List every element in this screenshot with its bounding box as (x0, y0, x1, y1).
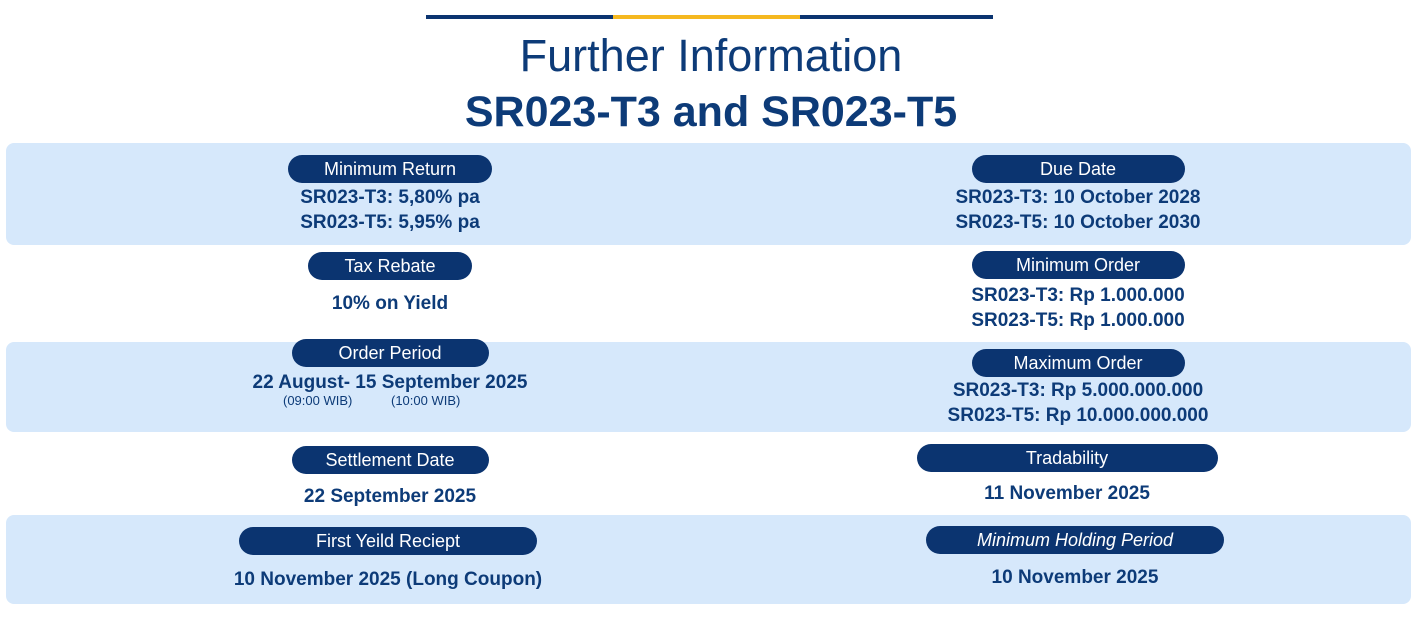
order-period-end-time: (10:00 WIB) (391, 393, 461, 408)
tradability-block: Tradability 11 November 2025 (867, 444, 1267, 506)
tax-rebate-block: Tax Rebate 10% on Yield (190, 252, 590, 316)
settlement-date-label: Settlement Date (291, 446, 489, 474)
page-subtitle: SR023-T3 and SR023-T5 (464, 88, 958, 136)
first-yield-receipt-value: 10 November 2025 (Long Coupon) (233, 569, 543, 590)
first-yield-receipt-label: First Yeild Reciept (239, 527, 537, 555)
tax-rebate-value: 10% on Yield (331, 293, 449, 314)
minimum-holding-period-label: Minimum Holding Period (926, 526, 1224, 554)
accent-bar-center (613, 15, 800, 19)
due-date-t3: SR023-T3: 10 October 2028 (955, 187, 1201, 208)
order-period-block: Order Period 22 August- 15 September 202… (190, 339, 590, 411)
minimum-holding-period-value: 10 November 2025 (991, 567, 1159, 588)
page-title: Further Information (519, 30, 903, 81)
maximum-order-t5: SR023-T5: Rp 10.000.000.000 (947, 405, 1209, 426)
minimum-order-t3: SR023-T3: Rp 1.000.000 (971, 285, 1185, 306)
minimum-holding-period-block: Minimum Holding Period 10 November 2025 (875, 526, 1275, 590)
order-period-times: (09:00 WIB) (10:00 WIB) (190, 393, 590, 411)
order-period-start-time: (09:00 WIB) (283, 393, 353, 408)
header-accent-bar (426, 15, 993, 19)
settlement-date-value: 22 September 2025 (303, 486, 477, 507)
due-date-t5: SR023-T5: 10 October 2030 (955, 212, 1201, 233)
tradability-label: Tradability (916, 444, 1218, 472)
minimum-return-t5: SR023-T5: 5,95% pa (300, 212, 480, 233)
minimum-return-label: Minimum Return (288, 155, 492, 183)
settlement-date-block: Settlement Date 22 September 2025 (190, 446, 590, 509)
accent-bar-left (426, 15, 613, 19)
minimum-order-t5: SR023-T5: Rp 1.000.000 (971, 310, 1185, 331)
due-date-block: Due Date SR023-T3: 10 October 2028 SR023… (878, 155, 1278, 235)
maximum-order-t3: SR023-T3: Rp 5.000.000.000 (952, 380, 1204, 401)
due-date-label: Due Date (971, 155, 1185, 183)
order-period-label: Order Period (291, 339, 489, 367)
tradability-value: 11 November 2025 (984, 483, 1150, 504)
first-yield-receipt-block: First Yeild Reciept 10 November 2025 (Lo… (188, 527, 588, 592)
minimum-return-t3: SR023-T3: 5,80% pa (300, 187, 480, 208)
maximum-order-label: Maximum Order (971, 349, 1185, 377)
accent-bar-right (800, 15, 993, 19)
minimum-order-block: Minimum Order SR023-T3: Rp 1.000.000 SR0… (878, 251, 1278, 333)
minimum-return-block: Minimum Return SR023-T3: 5,80% pa SR023-… (190, 155, 590, 235)
order-period-value: 22 August- 15 September 2025 (252, 372, 528, 393)
tax-rebate-label: Tax Rebate (308, 252, 472, 280)
maximum-order-block: Maximum Order SR023-T3: Rp 5.000.000.000… (878, 349, 1278, 428)
minimum-order-label: Minimum Order (971, 251, 1185, 279)
